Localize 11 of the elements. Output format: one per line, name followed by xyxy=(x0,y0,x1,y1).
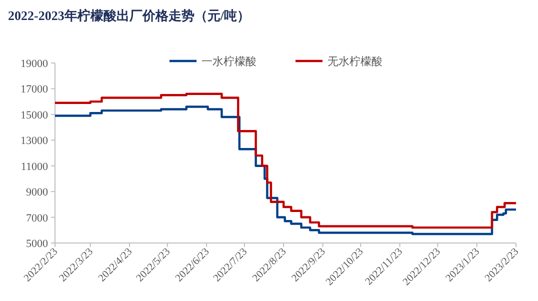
y-tick-label: 7000 xyxy=(26,212,48,224)
y-tick-label: 11000 xyxy=(20,160,48,173)
y-tick-label: 17000 xyxy=(20,84,48,96)
y-tick-label: 19000 xyxy=(20,58,48,70)
y-tick-label: 9000 xyxy=(26,186,48,199)
y-tick-label: 5000 xyxy=(26,238,48,250)
legend-label: 无水柠檬酸 xyxy=(328,55,382,68)
title: 2022-2023年柠檬酸出厂价格走势（元/吨） xyxy=(8,8,250,23)
y-tick-label: 13000 xyxy=(20,135,48,148)
legend-label: 一水柠檬酸 xyxy=(202,55,256,68)
y-tick-label: 15000 xyxy=(20,109,48,122)
